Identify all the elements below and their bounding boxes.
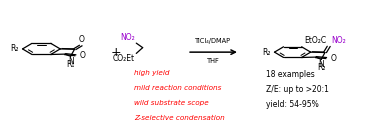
- Text: R₂: R₂: [317, 63, 326, 72]
- Text: R₂: R₂: [262, 48, 271, 57]
- Text: yield: 54-95%: yield: 54-95%: [266, 100, 319, 109]
- Text: NO₂: NO₂: [121, 34, 135, 43]
- Text: THF: THF: [207, 58, 220, 64]
- Text: mild reaction conditions: mild reaction conditions: [135, 85, 222, 91]
- Text: +: +: [110, 46, 121, 59]
- Text: O: O: [330, 54, 336, 63]
- Text: CO₂Et: CO₂Et: [113, 54, 135, 63]
- Text: EtO₂C: EtO₂C: [305, 36, 327, 45]
- Text: N: N: [68, 57, 74, 66]
- Text: high yield: high yield: [135, 70, 170, 76]
- Text: wild substrate scope: wild substrate scope: [135, 100, 209, 106]
- Text: O: O: [79, 51, 85, 60]
- Text: Z-selective condensation: Z-selective condensation: [135, 115, 225, 121]
- Text: R₁: R₁: [67, 60, 75, 69]
- Text: Z/E: up to >20:1: Z/E: up to >20:1: [266, 85, 329, 94]
- Text: N: N: [319, 60, 324, 69]
- Text: TiCl₄/DMAP: TiCl₄/DMAP: [195, 38, 232, 44]
- Text: 18 examples: 18 examples: [266, 70, 315, 79]
- Text: O: O: [79, 35, 85, 44]
- Text: R₂: R₂: [10, 44, 19, 53]
- Text: NO₂: NO₂: [332, 36, 347, 45]
